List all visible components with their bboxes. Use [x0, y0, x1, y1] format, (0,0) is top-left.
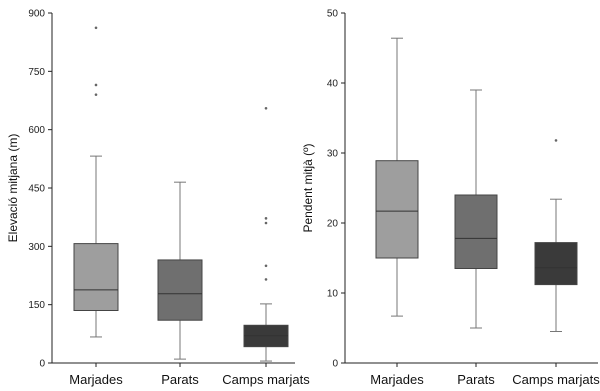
y-tick-label: 750	[28, 67, 45, 78]
category-label-camps-marjats: Camps marjats	[222, 372, 310, 387]
y-tick-label: 10	[327, 289, 339, 300]
y-tick-label: 40	[327, 79, 339, 90]
elevation-boxplot-panel: 0 150 300 450 600 750 900 Elevació mitjana (m) M…	[6, 9, 310, 388]
outlier-point-camps-marjats	[264, 221, 268, 225]
outlier-point-marjades	[94, 26, 98, 30]
outlier-point-marjades	[94, 93, 98, 96]
category-label-parats: Parats	[161, 372, 199, 387]
y-axis-title: Elevació mitjana (m)	[6, 134, 20, 243]
box-parats	[454, 194, 498, 269]
y-tick-label: 450	[28, 184, 45, 195]
y-tick-label: 0	[39, 359, 45, 370]
box-marjades	[375, 160, 419, 259]
y-tick-label: 300	[28, 242, 45, 253]
slope-boxplot-panel: 0 10 20 30 40 50 Pendent mitjà (º) Marjades Para…	[301, 9, 600, 388]
y-tick-label: 150	[28, 300, 45, 311]
y-tick-label: 20	[327, 219, 339, 230]
category-label-parats: Parats	[457, 372, 495, 387]
y-tick-label: 50	[327, 9, 339, 20]
y-tick-label: 30	[327, 149, 339, 160]
category-label-marjades: Marjades	[370, 372, 424, 387]
box-camps-marjats	[534, 242, 578, 286]
category-label-marjades: Marjades	[69, 372, 123, 387]
y-tick-label: 600	[28, 125, 45, 136]
outlier-point-camps-marjats	[264, 278, 268, 281]
outlier-point-camps-marjats	[264, 106, 268, 110]
y-tick-label: 900	[28, 9, 45, 20]
outlier-point-camps-marjats	[554, 139, 558, 142]
box-marjades	[73, 243, 119, 311]
y-axis-title: Pendent mitjà (º)	[301, 143, 315, 232]
box-parats	[157, 259, 203, 321]
y-tick-label: 0	[332, 359, 338, 370]
outlier-point-marjades	[94, 83, 98, 87]
outlier-point-camps-marjats	[264, 264, 268, 268]
outlier-point-camps-marjats	[264, 217, 268, 220]
category-label-camps-marjats: Camps marjats	[512, 372, 600, 387]
